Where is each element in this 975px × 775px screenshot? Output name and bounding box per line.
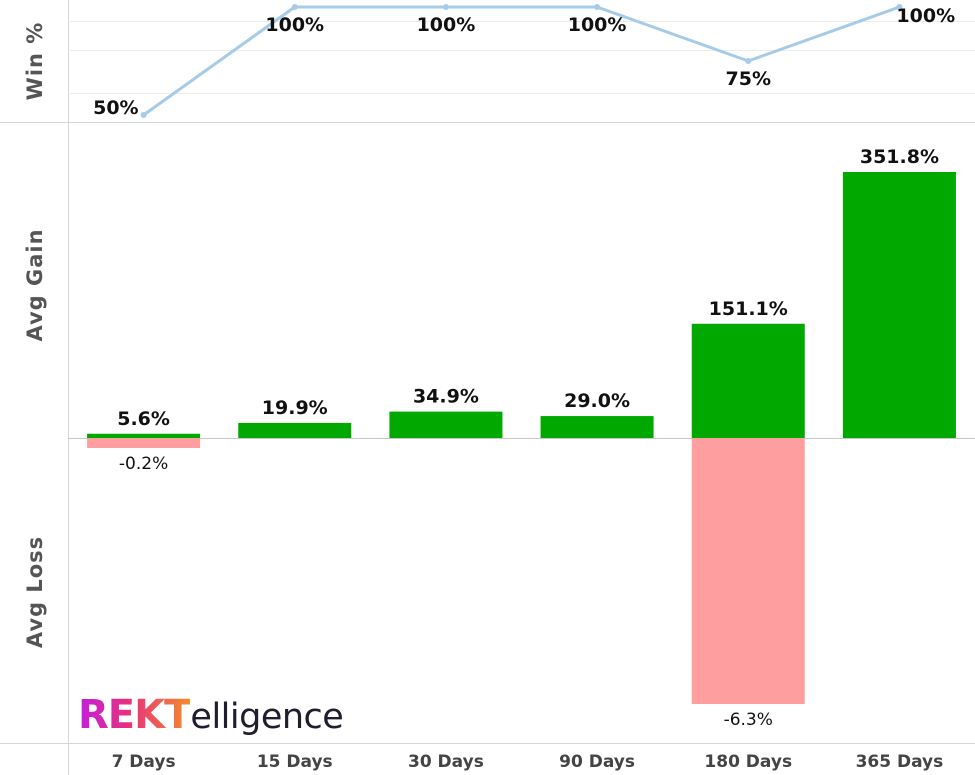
- x-tick-1: 15 Days: [257, 752, 333, 772]
- win-pct-label-4: 75%: [726, 68, 771, 90]
- gain-label-5: 351.8%: [860, 146, 939, 168]
- loss-label-0: -0.2%: [119, 454, 168, 474]
- gain-label-2: 34.9%: [413, 386, 479, 408]
- loss-bar-0: [87, 438, 201, 448]
- x-tick-5: 365 Days: [856, 752, 944, 772]
- x-tick-4: 180 Days: [704, 752, 792, 772]
- win-pct-point-1: [291, 4, 298, 10]
- rektelligence-logo: REKTelligence: [78, 690, 344, 740]
- gain-label-1: 19.9%: [262, 397, 328, 419]
- win-pct-label-2: 100%: [417, 14, 476, 36]
- gain-axis-title: Avg Gain: [23, 228, 47, 341]
- label-layer: 5.6% -0.2% 19.9% 34.9% 29.0% 151.1% -6.3% 351.8…: [117, 146, 939, 730]
- loss-bar-4: [691, 438, 805, 704]
- win-pct-point-5: [896, 4, 903, 10]
- x-tick-0: 7 Days: [112, 752, 176, 772]
- gain-bar-5: [842, 172, 956, 438]
- gain-label-4: 151.1%: [709, 298, 788, 320]
- win-pct-label-3: 100%: [568, 14, 627, 36]
- win-pct-point-2: [442, 4, 449, 10]
- win-pct-line: [142, 5, 900, 117]
- gain-bar-1: [238, 422, 352, 438]
- bar-layer: [87, 172, 956, 704]
- x-axis-ticks: 7 Days 15 Days 30 Days 90 Days 180 Days 365 D…: [112, 752, 944, 772]
- gain-bar-3: [540, 416, 654, 438]
- win-pct-label-5: 100%: [896, 5, 955, 27]
- win-line-layer: 50% 100% 100% 100% 75% 100%: [93, 4, 955, 119]
- loss-axis-title: Avg Loss: [23, 536, 47, 648]
- gain-label-0: 5.6%: [117, 408, 170, 430]
- win-pct-label-1: 100%: [265, 14, 324, 36]
- gain-bar-2: [389, 411, 503, 438]
- gain-bar-0: [87, 433, 201, 438]
- logo-elligence: elligence: [190, 697, 344, 737]
- gain-label-3: 29.0%: [564, 390, 630, 412]
- win-pct-label-0: 50%: [93, 97, 138, 119]
- x-tick-2: 30 Days: [408, 752, 484, 772]
- win-pct-point-3: [594, 4, 601, 10]
- loss-label-4: -6.3%: [724, 710, 773, 730]
- gain-bar-4: [691, 323, 805, 438]
- win-pct-point-4: [745, 58, 752, 64]
- logo-rekt: REKT: [78, 692, 191, 738]
- win-pct-point-0: [140, 112, 147, 118]
- win-axis-title: Win %: [23, 22, 47, 101]
- x-tick-3: 90 Days: [559, 752, 635, 772]
